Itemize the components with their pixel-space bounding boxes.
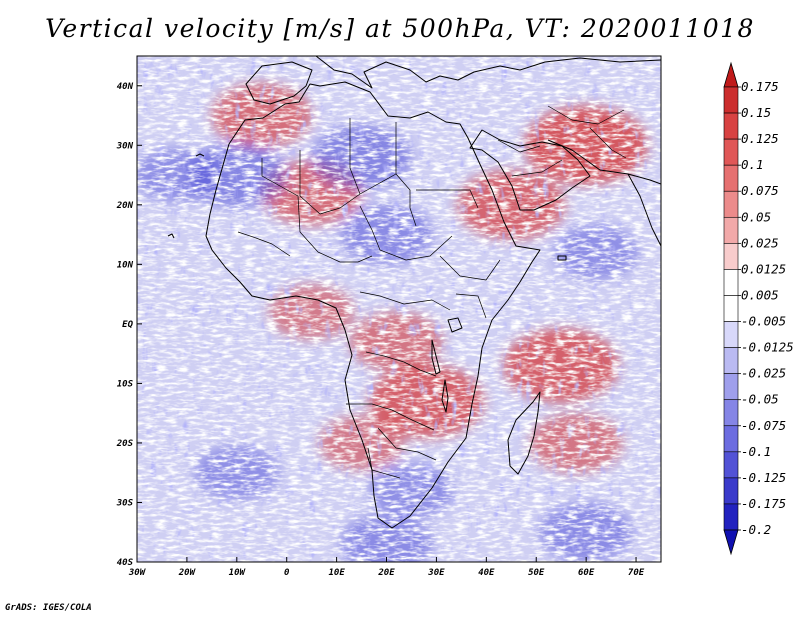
lat-tick-label: 30S bbox=[116, 498, 134, 508]
lon-tick-label: 20E bbox=[377, 568, 395, 578]
colorbar-label: -0.1 bbox=[741, 444, 771, 459]
lon-tick-label: 70E bbox=[628, 568, 645, 578]
colorbar-segment bbox=[723, 373, 739, 401]
colorbar-label: -0.125 bbox=[741, 470, 786, 485]
chart-title: Vertical velocity [m/s] at 500hPa, VT: 2… bbox=[45, 14, 755, 43]
colorbar-label: 0.075 bbox=[741, 183, 779, 198]
lake-tanganyika bbox=[431, 339, 441, 375]
europe-coastline bbox=[315, 56, 661, 89]
colorbar-label: 0.05 bbox=[741, 209, 771, 224]
colorbar-segment bbox=[723, 503, 739, 531]
lat-tick-label: 40N bbox=[117, 82, 134, 92]
colorbar-label: 0.005 bbox=[741, 287, 779, 302]
map-frame bbox=[136, 55, 662, 563]
axis-ticks: 30W 20W 10W 0 10E 20E 30E 40E 50E 60E 70E 40N 30N 20N… bbox=[116, 82, 645, 578]
colorbar-label: 0.0125 bbox=[741, 261, 786, 276]
colorbar-segment bbox=[723, 295, 739, 322]
colorbar-label: -0.0125 bbox=[741, 340, 794, 355]
lat-tick-label: 40S bbox=[117, 558, 134, 568]
lon-tick-label: 30E bbox=[427, 568, 445, 578]
colorbar-label: 0.1 bbox=[741, 157, 764, 172]
colorbar-label: 0.025 bbox=[741, 235, 779, 250]
lon-tick-label: 0 bbox=[284, 568, 290, 578]
colorbar-label: -0.005 bbox=[741, 314, 786, 329]
cape-verde bbox=[167, 233, 175, 239]
colorbar-segment bbox=[723, 399, 739, 427]
colorbar-label: -0.2 bbox=[741, 522, 771, 537]
india-coastline bbox=[627, 173, 661, 247]
colorbar-label: -0.05 bbox=[741, 392, 779, 407]
iberia-coastline bbox=[245, 61, 313, 105]
colorbar-segment bbox=[723, 321, 739, 348]
colorbar-segment bbox=[723, 86, 739, 114]
colorbar-segment bbox=[723, 164, 739, 192]
colorbar-label: -0.175 bbox=[741, 496, 786, 511]
colorbar-segment bbox=[723, 425, 739, 453]
colorbar-segment bbox=[723, 477, 739, 505]
colorbar-segment bbox=[723, 216, 739, 244]
lon-tick-label: 50E bbox=[528, 568, 545, 578]
colorbar-segment bbox=[723, 243, 739, 270]
lake-victoria bbox=[447, 317, 463, 333]
colorbar-segment bbox=[723, 112, 739, 140]
lon-tick-label: 10E bbox=[328, 568, 345, 578]
country-borders bbox=[237, 105, 627, 479]
lon-tick-label: 40E bbox=[478, 568, 495, 578]
colorbar-label: 0.125 bbox=[741, 131, 779, 146]
lat-tick-label: 20N bbox=[116, 201, 134, 211]
colorbar-segment bbox=[723, 347, 739, 374]
lon-tick-label: 30W bbox=[128, 568, 147, 578]
africa-coastline bbox=[205, 81, 541, 529]
grads-credit: GrADS: IGES/COLA bbox=[5, 603, 92, 613]
lat-tick-label: 30N bbox=[116, 141, 134, 151]
lat-tick-label: 10N bbox=[117, 260, 134, 270]
lake-malawi bbox=[441, 379, 449, 413]
colorbar: 0.175 0.15 0.125 0.1 0.075 0.05 0.025 0.0125 0.0… bbox=[723, 61, 794, 556]
lon-tick-label: 10W bbox=[229, 568, 247, 578]
canary-islands bbox=[195, 153, 205, 157]
coastlines bbox=[167, 56, 661, 529]
arabia-coastline bbox=[469, 129, 591, 211]
lon-tick-label: 20W bbox=[178, 568, 197, 578]
lat-tick-label: 20S bbox=[116, 439, 134, 449]
socotra bbox=[557, 255, 567, 261]
lat-tick-label: 10S bbox=[117, 379, 134, 389]
madagascar-coastline bbox=[507, 391, 541, 475]
iran-coastline bbox=[547, 139, 661, 185]
colorbar-segment bbox=[723, 451, 739, 479]
colorbar-label: 0.175 bbox=[741, 79, 779, 94]
colorbar-label: -0.025 bbox=[741, 366, 786, 381]
colorbar-segment bbox=[723, 269, 739, 296]
colorbar-bottom-arrow bbox=[723, 529, 739, 556]
near-zero-white-streaks bbox=[137, 56, 661, 562]
colorbar-top-arrow bbox=[723, 61, 739, 88]
colorbar-segment bbox=[723, 190, 739, 218]
colorbar-segment bbox=[723, 138, 739, 166]
colorbar-label: -0.075 bbox=[741, 418, 786, 433]
colorbar-label: 0.15 bbox=[741, 105, 771, 120]
lon-tick-label: 60E bbox=[578, 568, 595, 578]
lat-tick-label: EQ bbox=[122, 320, 133, 330]
